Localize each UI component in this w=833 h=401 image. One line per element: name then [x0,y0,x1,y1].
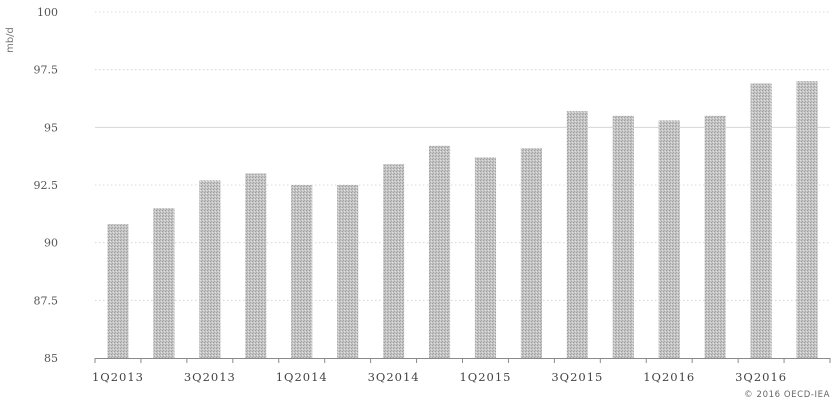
y-tick-label: 97.5 [34,64,59,77]
bar-3q2016 [750,83,772,359]
bar-1q2013 [107,224,129,358]
x-tick-label: 1Q2013 [92,370,144,384]
y-tick-label: 90 [44,237,58,250]
bar-2q2015 [520,148,542,358]
y-tick-label: 85 [44,352,58,365]
x-tick-label: 1Q2014 [276,370,328,384]
axes [94,358,831,363]
x-tick-label: 1Q2016 [643,370,695,384]
bar-2q2016 [704,115,726,358]
y-tick-label: 95 [44,121,58,134]
y-axis-label: mb/d [5,27,16,53]
bar-2q2013 [153,208,175,358]
bar-4q2016 [796,81,818,358]
bar-4q2015 [612,115,634,358]
x-tick-label: 3Q2013 [184,370,236,384]
x-tick-label: 3Q2014 [368,370,420,384]
x-tick-label: 3Q2016 [735,370,787,384]
bar-3q2013 [199,180,221,358]
bars [107,81,818,359]
y-tick-label: 92.5 [34,179,59,192]
bar-1q2014 [291,185,313,358]
bar-4q2014 [428,145,451,358]
credit-text: © 2016 OECD-IEA [744,390,830,400]
y-tick-label: 87.5 [34,294,59,307]
bar-1q2015 [474,157,497,358]
bar-2q2014 [337,185,359,358]
y-tick-label: 100 [37,6,58,19]
bar-4q2013 [245,173,267,358]
labels: 85 87.5 90 92.5 95 97.5 100 1Q2013 3Q2013 1Q2014 3… [5,6,830,400]
bar-1q2016 [658,120,680,358]
bar-3q2014 [383,164,405,358]
bar-3q2015 [566,111,588,358]
x-tick-label: 1Q2015 [459,370,511,384]
x-tick-label: 3Q2015 [551,370,603,384]
